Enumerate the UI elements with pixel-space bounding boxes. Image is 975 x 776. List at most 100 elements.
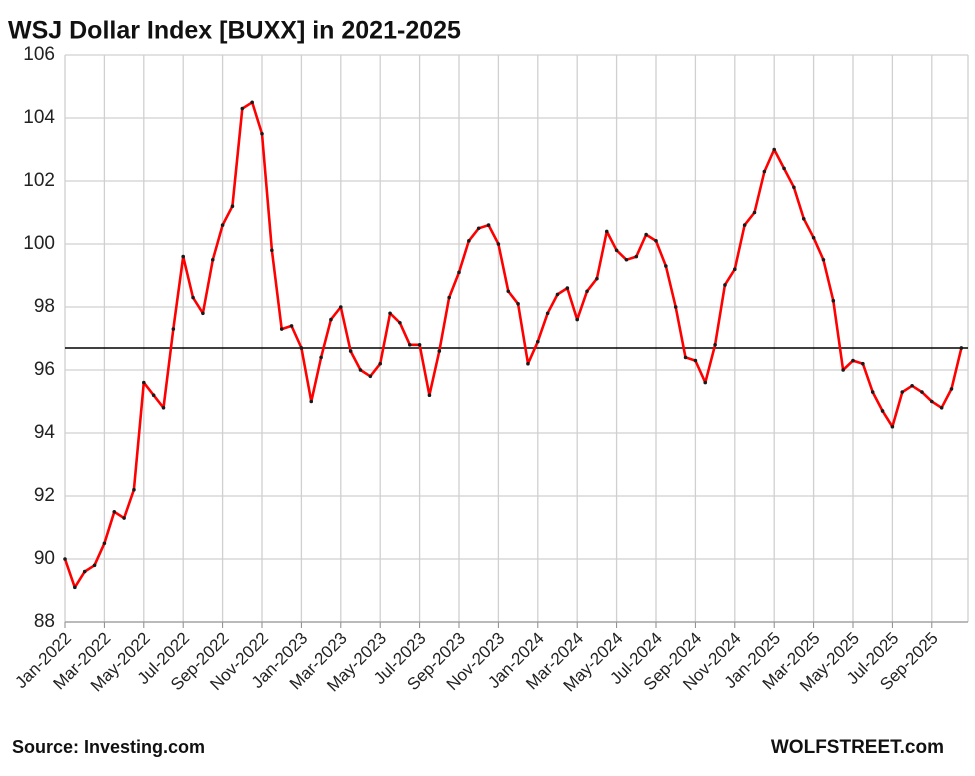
data-point: [230, 204, 235, 208]
data-point: [792, 185, 796, 190]
data-point: [437, 349, 442, 353]
data-point: [910, 383, 914, 388]
data-point: [772, 147, 776, 152]
data-point: [398, 320, 402, 325]
data-point: [496, 242, 501, 246]
data-point: [181, 254, 185, 259]
data-point: [92, 563, 97, 568]
data-point: [851, 358, 855, 363]
data-point: [142, 380, 146, 385]
data-point: [693, 358, 698, 363]
data-point: [63, 557, 67, 561]
data-point: [427, 393, 432, 398]
data-point: [122, 516, 126, 520]
data-point: [329, 317, 333, 322]
data-point: [664, 264, 668, 268]
data-point: [604, 229, 609, 234]
data-point: [644, 232, 648, 237]
data-point: [73, 585, 77, 590]
data-point: [506, 289, 511, 294]
credit: WOLFSTREET.com: [771, 737, 944, 758]
data-point: [210, 257, 215, 262]
data-point: [920, 390, 924, 394]
data-point: [260, 131, 264, 136]
data-point: [161, 406, 166, 410]
data-point: [634, 254, 639, 259]
data-point: [319, 355, 323, 360]
data-point: [240, 106, 245, 111]
data-point: [486, 223, 491, 227]
data-point: [476, 226, 481, 231]
data-point: [457, 270, 461, 275]
y-tick-label: 98: [34, 296, 55, 317]
y-tick-label: 88: [34, 611, 55, 632]
data-point: [339, 305, 343, 309]
data-point: [368, 374, 373, 379]
y-tick-label: 102: [23, 170, 55, 191]
data-point: [821, 257, 826, 262]
data-point: [132, 487, 136, 492]
source: Source: Investing.com: [12, 737, 205, 757]
data-point: [624, 257, 629, 262]
data-point: [270, 248, 274, 253]
data-point: [201, 311, 205, 316]
data-point: [959, 346, 964, 350]
data-point: [752, 210, 757, 215]
data-point: [220, 223, 225, 227]
data-point: [536, 339, 540, 344]
data-point: [831, 298, 836, 303]
data-point: [151, 393, 156, 398]
data-point: [811, 235, 816, 240]
data-point: [526, 361, 530, 366]
data-point: [407, 343, 412, 347]
data-point: [890, 424, 895, 429]
data-point: [742, 223, 747, 227]
data-point: [939, 406, 944, 410]
data-line: [63, 101, 963, 589]
data-point: [782, 166, 786, 171]
data-point: [388, 311, 392, 316]
data-point: [723, 283, 727, 287]
data-point: [949, 387, 954, 391]
data-point: [880, 409, 885, 413]
data-point: [575, 317, 579, 322]
y-tick-label: 96: [34, 359, 55, 380]
data-point: [378, 361, 383, 366]
data-point: [250, 100, 254, 105]
data-point: [555, 292, 560, 297]
data-point: [703, 380, 708, 385]
data-point: [841, 368, 845, 372]
data-point: [733, 267, 737, 272]
data-point: [447, 295, 451, 300]
data-point: [713, 343, 717, 347]
data-point: [289, 324, 294, 328]
data-point: [654, 239, 658, 243]
y-tick-label: 104: [23, 107, 55, 128]
data-point: [565, 286, 570, 290]
y-tick-label: 106: [23, 44, 55, 65]
data-point: [762, 169, 767, 174]
chart-title: WSJ Dollar Index [BUXX] in 2021-2025: [8, 17, 461, 45]
data-point: [614, 248, 619, 253]
data-point: [930, 399, 934, 404]
data-point: [299, 346, 304, 350]
data-point: [585, 289, 589, 294]
data-point: [545, 311, 550, 316]
data-point: [870, 390, 875, 394]
data-point: [82, 569, 87, 574]
data-point: [900, 390, 905, 394]
data-point: [279, 327, 284, 331]
y-tick-label: 94: [34, 422, 56, 443]
data-point: [309, 399, 314, 404]
data-point: [801, 217, 806, 221]
data-point: [102, 541, 107, 546]
data-point: [112, 509, 117, 514]
data-point: [191, 295, 195, 300]
data-point: [595, 276, 599, 281]
data-point: [358, 368, 363, 372]
y-tick-label: 100: [23, 233, 55, 254]
data-point: [673, 305, 678, 309]
data-point: [467, 239, 471, 243]
